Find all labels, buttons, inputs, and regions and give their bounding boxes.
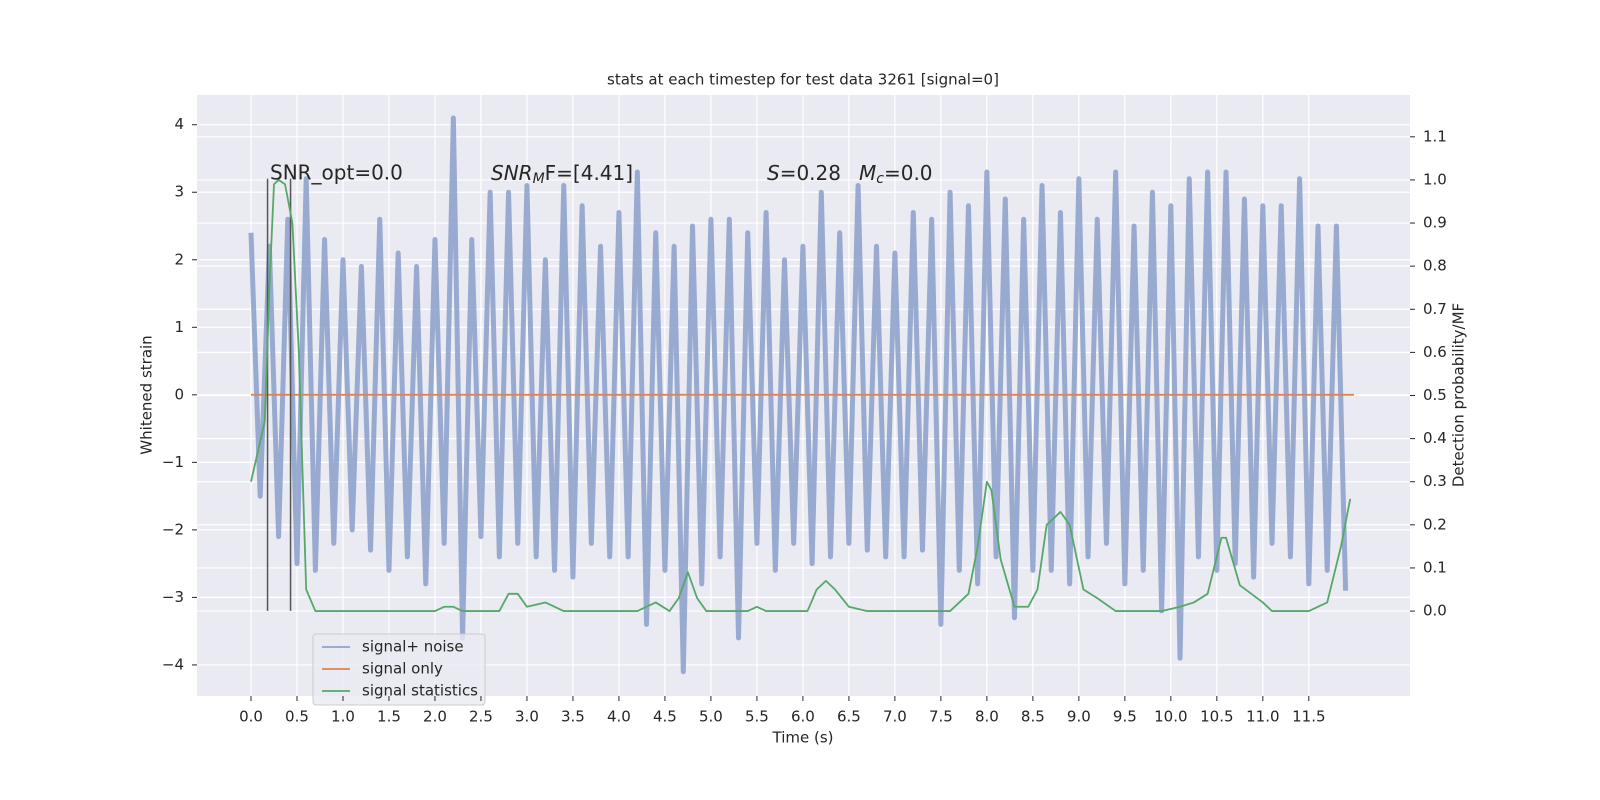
- legend-label: signal only: [362, 660, 443, 678]
- y-tick-label: 1: [174, 318, 184, 336]
- x-tick-label: 6.5: [837, 708, 861, 726]
- y2-tick-label: 0.8: [1423, 257, 1447, 275]
- y2-tick-label: 0.3: [1423, 472, 1447, 490]
- x-tick-label: 5.0: [699, 708, 723, 726]
- x-tick-label: 11.5: [1292, 708, 1325, 726]
- x-tick-label: 1.5: [377, 708, 401, 726]
- y-axis-label: Whitened strain: [138, 335, 156, 454]
- x-tick-label: 4.5: [653, 708, 677, 726]
- x-tick-label: 9.0: [1067, 708, 1091, 726]
- y2-tick-label: 0.9: [1423, 214, 1447, 232]
- x-tick-label: 2.0: [423, 708, 447, 726]
- annotation-part: M: [533, 171, 545, 187]
- x-tick-label: 7.0: [883, 708, 907, 726]
- legend-box: [312, 633, 486, 706]
- x-tick-label: 5.5: [745, 708, 769, 726]
- annotation-part: M: [859, 161, 876, 185]
- annotation-part: F=[4.41]: [545, 161, 633, 185]
- x-tick-label: 0.5: [285, 708, 309, 726]
- x-tick-label: 2.5: [469, 708, 493, 726]
- annotation: SNR_opt=0.0: [270, 161, 403, 185]
- x-tick-label: 4.0: [607, 708, 631, 726]
- y2-tick-label: 0.4: [1423, 429, 1447, 447]
- annotation-part: SNR: [491, 161, 533, 185]
- x-tick-label: 10.0: [1154, 708, 1187, 726]
- x-tick-label: 9.5: [1113, 708, 1137, 726]
- x-axis-label: Time (s): [772, 729, 834, 747]
- annotation-part: S: [767, 161, 780, 185]
- chart-title: stats at each timestep for test data 326…: [607, 71, 999, 89]
- x-tick-label: 6.0: [791, 708, 815, 726]
- annotation: SNRMF=[4.41]: [491, 161, 633, 188]
- y-tick-label: −3: [162, 588, 184, 606]
- x-tick-label: 1.0: [331, 708, 355, 726]
- y-tick-label: 2: [174, 250, 184, 268]
- y-tick-label: 3: [174, 183, 184, 201]
- series-line: [250, 179, 1352, 612]
- y2-tick-label: 0.5: [1423, 386, 1447, 404]
- annotation-part: c: [876, 171, 884, 187]
- annotation: S=0.28: [767, 161, 841, 185]
- annotation: Mc=0.0: [859, 161, 933, 188]
- y2-tick-label: 0.2: [1423, 515, 1447, 533]
- annotation-part: =0.0: [884, 161, 933, 185]
- y2-tick-label: 1.0: [1423, 170, 1447, 188]
- x-tick-label: 8.0: [975, 708, 999, 726]
- y2-axis-label: Detection probability/MF: [1450, 303, 1468, 487]
- y-tick-label: −2: [162, 520, 184, 538]
- y2-tick-label: 1.1: [1423, 127, 1447, 145]
- y2-tick-label: 0.1: [1423, 558, 1447, 576]
- x-tick-label: 10.5: [1200, 708, 1233, 726]
- y2-tick-label: 0.0: [1423, 602, 1447, 620]
- x-tick-label: 0.0: [239, 708, 263, 726]
- annotation-part: =0.28: [780, 161, 841, 185]
- legend-label: signal statistics: [362, 682, 478, 700]
- y2-tick-label: 0.7: [1423, 300, 1447, 318]
- x-tick-label: 7.5: [929, 708, 953, 726]
- y-tick-label: 0: [174, 385, 184, 403]
- y-tick-label: −1: [162, 453, 184, 471]
- marks: [248, 115, 1354, 675]
- x-tick-label: 11.0: [1246, 708, 1279, 726]
- y2-tick-label: 0.6: [1423, 343, 1447, 361]
- legend-label: signal+ noise: [362, 638, 464, 656]
- y-tick-label: −4: [162, 655, 184, 673]
- x-tick-label: 3.0: [515, 708, 539, 726]
- x-tick-label: 3.5: [561, 708, 585, 726]
- x-tick-label: 8.5: [1021, 708, 1045, 726]
- y-tick-label: 4: [174, 115, 184, 133]
- legend: signal+ noise signal only signal statistic…: [312, 633, 486, 706]
